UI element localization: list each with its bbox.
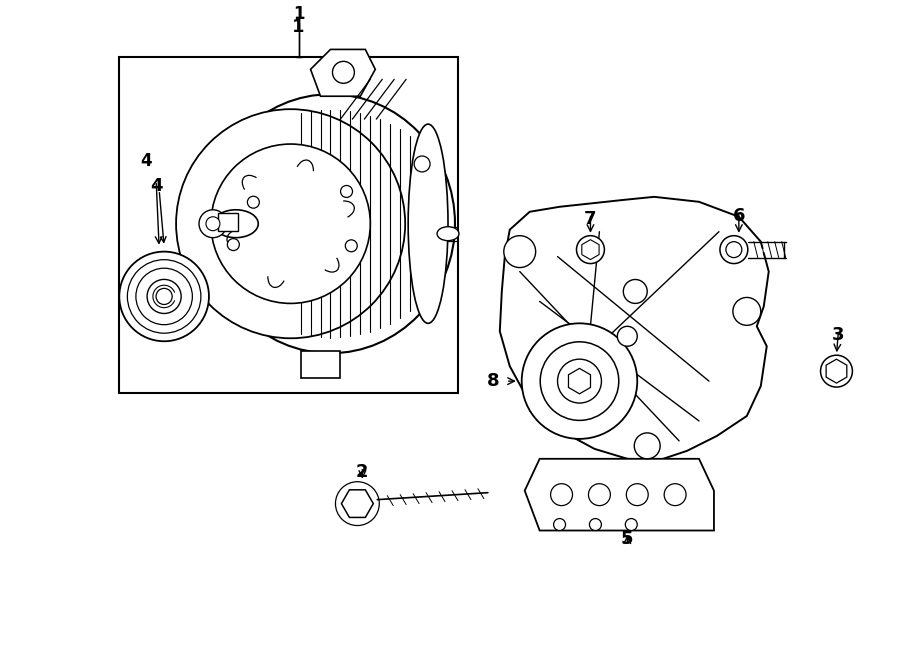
Ellipse shape	[213, 210, 258, 238]
Circle shape	[504, 236, 536, 268]
Text: 5: 5	[621, 530, 634, 549]
Circle shape	[733, 297, 760, 325]
Circle shape	[248, 196, 259, 208]
Circle shape	[626, 519, 637, 531]
Circle shape	[156, 288, 172, 305]
Bar	[120, 58, 458, 393]
Circle shape	[624, 280, 647, 303]
Text: 4: 4	[150, 177, 162, 195]
Text: 8: 8	[487, 372, 500, 390]
Text: 4: 4	[140, 152, 152, 170]
Ellipse shape	[206, 95, 455, 353]
Circle shape	[228, 239, 239, 251]
Circle shape	[582, 242, 599, 258]
Circle shape	[176, 109, 405, 338]
Polygon shape	[581, 240, 599, 260]
Circle shape	[414, 156, 430, 172]
Circle shape	[554, 519, 565, 531]
Polygon shape	[310, 50, 375, 97]
Circle shape	[634, 433, 661, 459]
Text: 6: 6	[733, 207, 745, 225]
Circle shape	[617, 327, 637, 346]
Polygon shape	[301, 351, 340, 378]
Circle shape	[590, 519, 601, 531]
Circle shape	[136, 268, 193, 325]
Circle shape	[664, 484, 686, 506]
Circle shape	[211, 144, 370, 303]
Circle shape	[336, 482, 379, 525]
Circle shape	[826, 361, 846, 381]
Polygon shape	[569, 368, 590, 394]
Circle shape	[626, 484, 648, 506]
Circle shape	[120, 252, 209, 341]
Circle shape	[128, 260, 201, 333]
Circle shape	[540, 342, 619, 420]
Polygon shape	[341, 490, 374, 518]
Bar	[218, 213, 238, 231]
Circle shape	[346, 240, 357, 252]
Circle shape	[206, 217, 220, 231]
Circle shape	[821, 355, 852, 387]
Text: 1: 1	[292, 18, 305, 36]
Ellipse shape	[409, 124, 448, 323]
Circle shape	[147, 280, 181, 313]
Text: 7: 7	[584, 210, 597, 228]
Circle shape	[199, 210, 227, 238]
Polygon shape	[525, 459, 714, 531]
Circle shape	[720, 236, 748, 264]
Polygon shape	[500, 197, 769, 461]
Circle shape	[577, 236, 605, 264]
Circle shape	[551, 484, 572, 506]
Circle shape	[589, 484, 610, 506]
Circle shape	[340, 186, 353, 198]
Text: 3: 3	[832, 327, 845, 344]
Circle shape	[522, 323, 637, 439]
Circle shape	[557, 359, 601, 403]
Polygon shape	[826, 359, 847, 383]
Text: 2: 2	[356, 463, 369, 481]
Text: 1: 1	[292, 5, 304, 22]
Circle shape	[332, 61, 355, 83]
Ellipse shape	[437, 227, 459, 241]
Circle shape	[726, 242, 742, 258]
